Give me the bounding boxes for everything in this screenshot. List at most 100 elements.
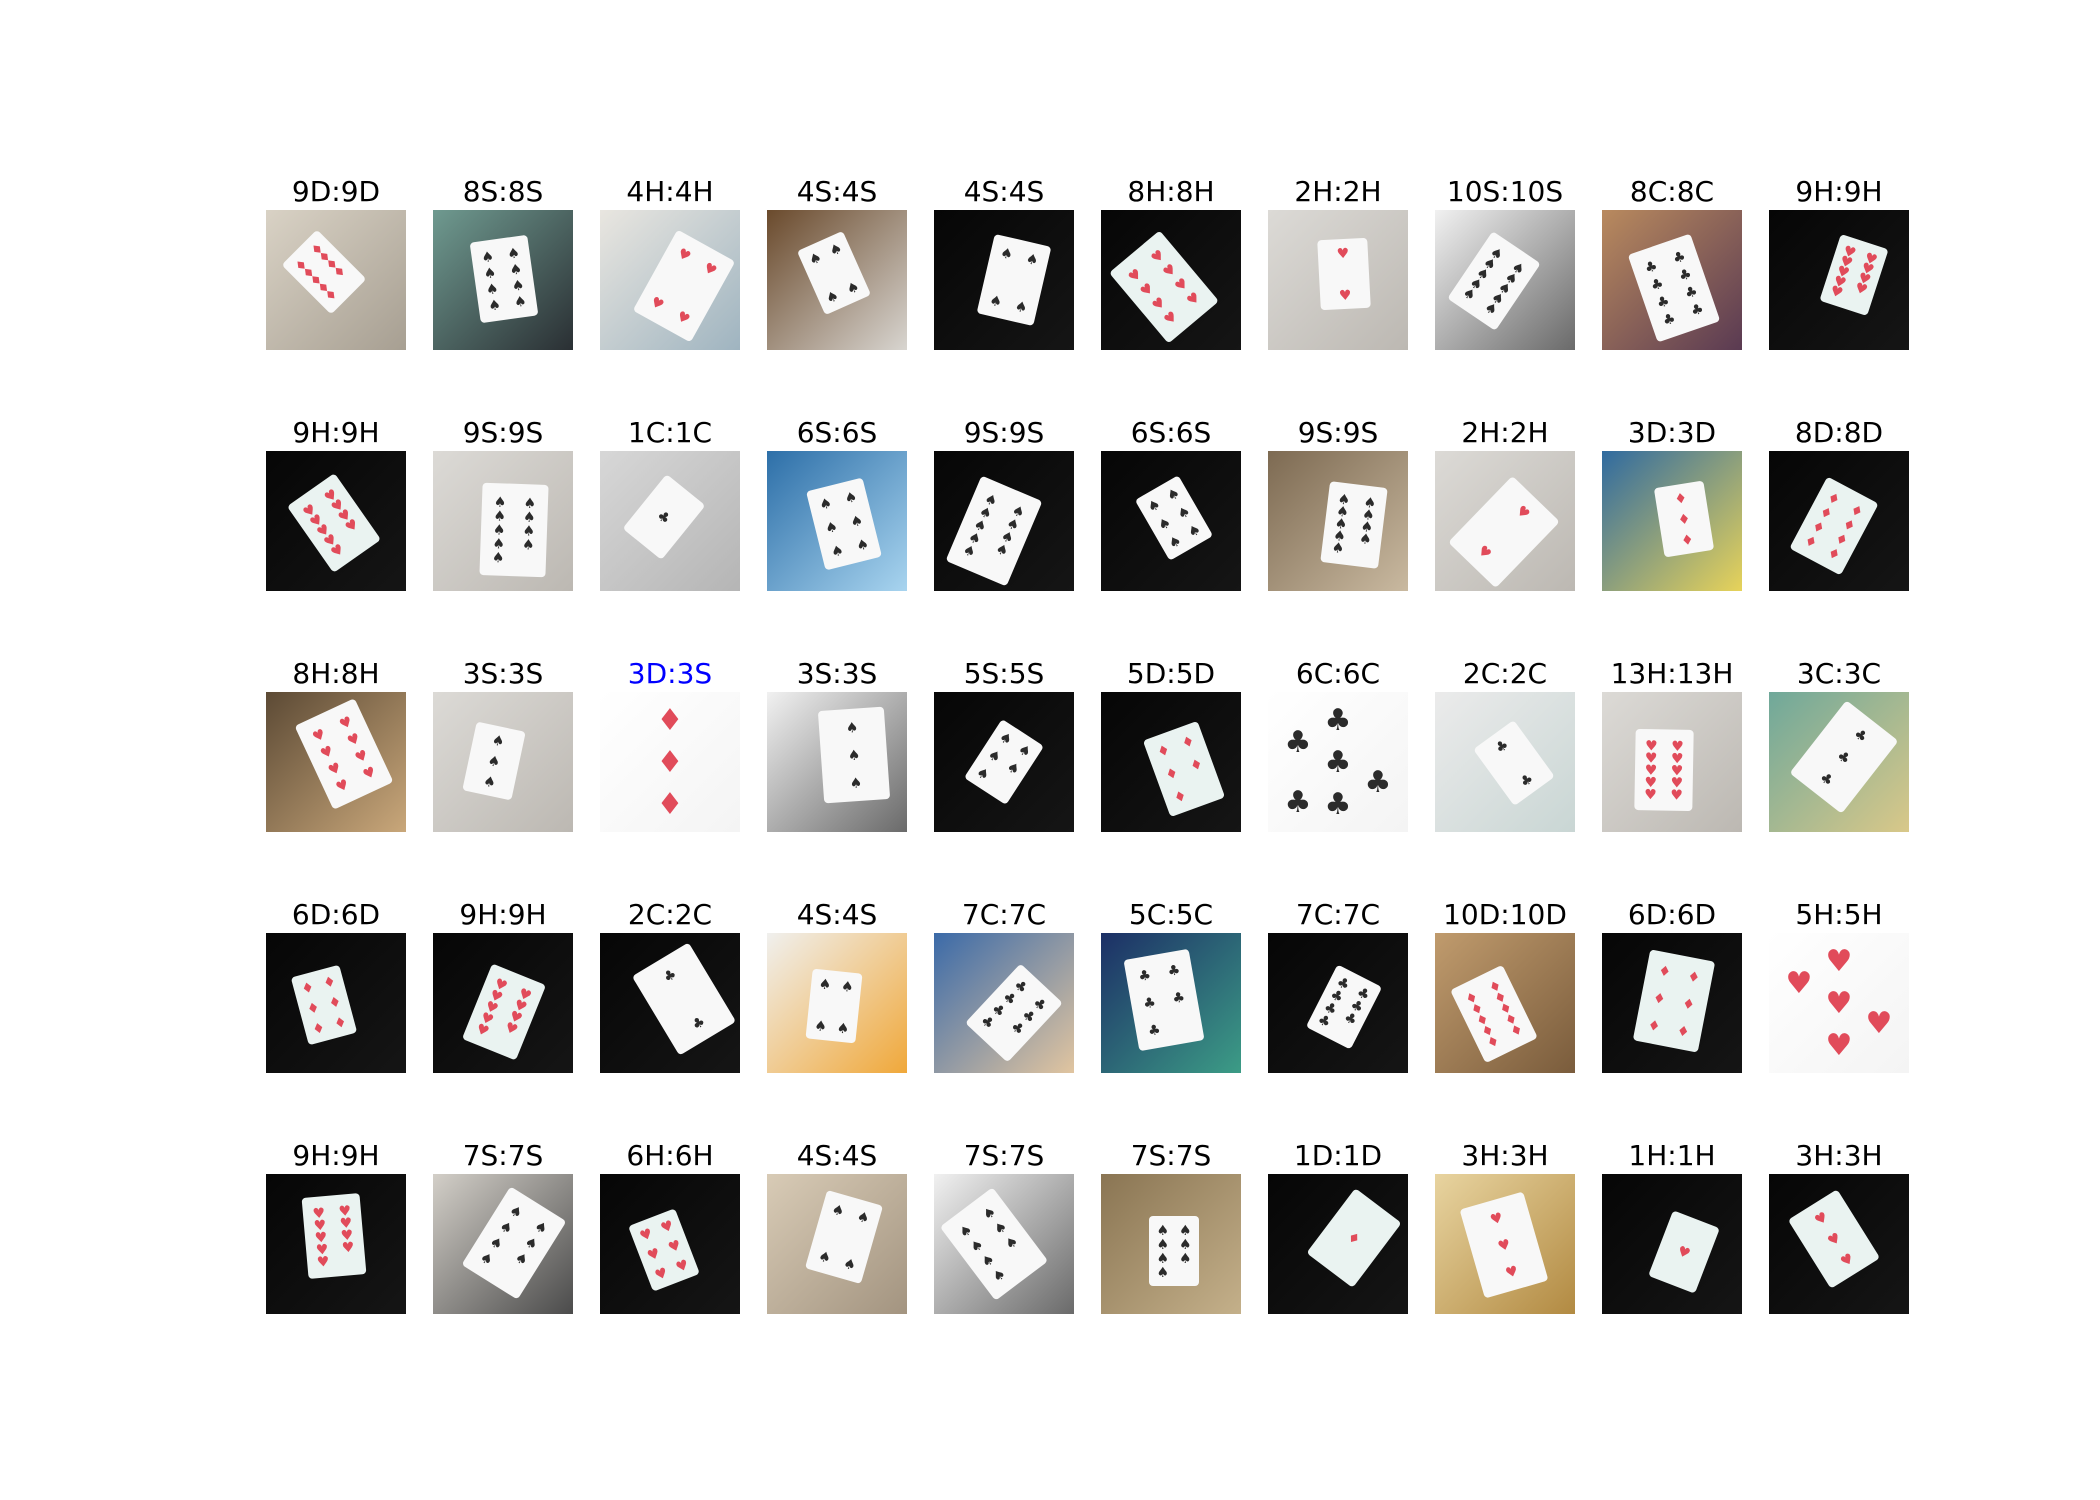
playing-card: ♦♦♦♦♦♦♦♦♦♦ bbox=[1451, 966, 1537, 1062]
svg-text:♣: ♣ bbox=[1643, 258, 1660, 277]
card-photo: ♥ ♥ ♥ ♥ ♥ ♥ ♥ ♥ ♥ bbox=[1769, 210, 1909, 350]
svg-text:♠: ♠ bbox=[483, 265, 498, 283]
svg-text:♠: ♠ bbox=[1361, 507, 1375, 524]
svg-text:♥: ♥ bbox=[1670, 787, 1683, 803]
playing-card: ♠♠♠♠♠♠♠♠♠ bbox=[479, 482, 549, 578]
playing-card: ♥ ♥♥ ♥♥ ♥♥ ♥♥ ♥ bbox=[1634, 728, 1694, 812]
svg-text:♥: ♥ bbox=[638, 1226, 655, 1245]
photo-background bbox=[600, 692, 740, 832]
svg-text:♥: ♥ bbox=[1645, 738, 1658, 754]
card-photo: ♣ ♣ ♣ ♣ ♣ bbox=[1101, 933, 1241, 1073]
prediction-label: 9H:9H bbox=[459, 898, 547, 931]
svg-text:♥: ♥ bbox=[511, 997, 529, 1017]
card-photo: ♠ ♠ ♠ ♠ ♠ ♠ ♠ ♠ ♠ bbox=[433, 451, 573, 591]
svg-text:♠: ♠ bbox=[818, 976, 832, 993]
svg-text:♠: ♠ bbox=[480, 249, 495, 267]
svg-text:♦: ♦ bbox=[327, 994, 343, 1013]
svg-text:♥: ♥ bbox=[502, 1019, 520, 1039]
card-photo: ♦ bbox=[1268, 1174, 1408, 1314]
svg-text:♣: ♣ bbox=[1137, 967, 1152, 985]
svg-text:♠: ♠ bbox=[807, 249, 825, 269]
playing-card: ♦ bbox=[1308, 1189, 1400, 1287]
svg-text:♥: ♥ bbox=[361, 764, 379, 784]
playing-card: ♥ bbox=[1649, 1211, 1719, 1293]
prediction-label: 6H:6H bbox=[626, 1139, 714, 1172]
svg-text:♠: ♠ bbox=[1156, 1265, 1169, 1281]
suit-pip: ♣ bbox=[1285, 785, 1312, 820]
prediction-label: 2C:2C bbox=[1462, 657, 1548, 690]
suit-pip: ♣ bbox=[1365, 765, 1392, 800]
prediction-label: 3C:3C bbox=[1796, 657, 1882, 690]
svg-text:♠: ♠ bbox=[492, 536, 505, 552]
svg-text:♥: ♥ bbox=[1841, 243, 1858, 262]
prediction-label: 5C:5C bbox=[1128, 898, 1214, 931]
svg-text:♠: ♠ bbox=[818, 495, 834, 514]
playing-card: ♠♠♠♠♠♠♠ bbox=[463, 1187, 565, 1299]
playing-card: ♠♠♠♠♠♠ bbox=[806, 478, 882, 570]
card-photo: ♣ ♣ bbox=[600, 933, 740, 1073]
playing-card: ♣♣♣ bbox=[1791, 701, 1897, 813]
suit-pip: ♣ bbox=[1285, 725, 1312, 760]
svg-text:♠: ♠ bbox=[511, 277, 526, 295]
svg-text:♣: ♣ bbox=[1171, 989, 1186, 1007]
prediction-label: 5H:5H bbox=[1795, 898, 1883, 931]
playing-card: ♠♠♠♠♠♠♠♠♠♠ bbox=[1448, 232, 1540, 330]
svg-text:♦: ♦ bbox=[1675, 1023, 1690, 1041]
svg-text:♦: ♦ bbox=[1486, 977, 1504, 997]
playing-card: ♥♥♥♥♥♥♥♥♥ bbox=[301, 1193, 367, 1279]
svg-text:♥: ♥ bbox=[312, 1205, 326, 1222]
svg-text:♠: ♠ bbox=[487, 297, 502, 315]
prediction-label: 6S:6S bbox=[1130, 416, 1212, 449]
svg-text:♠: ♠ bbox=[824, 288, 842, 308]
svg-text:♦: ♦ bbox=[1686, 969, 1701, 987]
playing-card: ♣♣♣♣♣♣♣ bbox=[1307, 965, 1381, 1049]
svg-text:♥: ♥ bbox=[1671, 751, 1684, 767]
suit-pip: ♦ bbox=[657, 703, 684, 738]
prediction-label: 7S:7S bbox=[963, 1139, 1045, 1172]
card-photo: ♠ ♠ ♠ ♠ ♠ ♠ ♠ ♠ ♠ bbox=[934, 451, 1074, 591]
playing-card: ♦ ♦♦ ♦♦ bbox=[1143, 722, 1225, 816]
svg-text:♣: ♣ bbox=[1147, 1022, 1162, 1040]
svg-text:♠: ♠ bbox=[988, 293, 1004, 311]
svg-text:♦: ♦ bbox=[1652, 990, 1667, 1008]
svg-text:♣: ♣ bbox=[1671, 248, 1688, 267]
prediction-label: 5S:5S bbox=[963, 657, 1045, 690]
svg-text:♥: ♥ bbox=[1853, 280, 1870, 299]
prediction-label: 6D:6D bbox=[291, 898, 381, 931]
photo-background bbox=[1268, 692, 1408, 832]
svg-text:♠: ♠ bbox=[1334, 516, 1348, 533]
playing-card: ♥ ♥♥ ♥♥ ♥ bbox=[629, 1209, 699, 1291]
svg-text:♥: ♥ bbox=[339, 1215, 353, 1232]
card-photo: ♠ ♠ ♠ ♠ ♠ ♠ ♠ bbox=[934, 1174, 1074, 1314]
card-photo: ♥ ♥ ♥ ♥ ♥ ♥ bbox=[600, 1174, 740, 1314]
prediction-label: 6S:6S bbox=[796, 416, 878, 449]
svg-text:♠: ♠ bbox=[824, 519, 840, 538]
svg-text:♠: ♠ bbox=[1156, 1251, 1169, 1267]
card-photo: ♥ ♥ ♥ bbox=[1769, 1174, 1909, 1314]
card-photo: ♠ ♠ ♠ ♠ bbox=[767, 1174, 907, 1314]
svg-text:♦: ♦ bbox=[1492, 988, 1510, 1008]
svg-text:♥: ♥ bbox=[1338, 288, 1351, 305]
prediction-label: 9D:9D bbox=[291, 175, 381, 208]
card-photo: ♦ ♦ ♦ ♦ ♦ ♦ ♦ ♦ ♦ bbox=[266, 210, 406, 350]
svg-text:♥: ♥ bbox=[345, 730, 363, 750]
svg-text:♥: ♥ bbox=[353, 747, 371, 767]
prediction-label: 8H:8H bbox=[1127, 175, 1215, 208]
prediction-label: 10S:10S bbox=[1446, 175, 1564, 208]
svg-text:♥: ♥ bbox=[315, 1242, 329, 1259]
svg-text:♥: ♥ bbox=[483, 998, 501, 1018]
card-photo: ♠ ♠ ♠ ♠ ♠ ♠ bbox=[1101, 451, 1241, 591]
suit-pip: ♣ bbox=[1325, 745, 1352, 780]
svg-text:♦: ♦ bbox=[1681, 996, 1696, 1014]
suit-pip: ♥ bbox=[1866, 1006, 1893, 1041]
svg-text:♦: ♦ bbox=[1673, 490, 1688, 508]
playing-card: ♦♦♦♦♦♦♦♦♦ bbox=[283, 231, 365, 313]
svg-text:♣: ♣ bbox=[1655, 293, 1672, 312]
svg-text:♥: ♥ bbox=[1671, 763, 1684, 779]
svg-text:♥: ♥ bbox=[1336, 246, 1349, 263]
svg-text:♠: ♠ bbox=[493, 522, 506, 538]
svg-text:♠: ♠ bbox=[522, 537, 535, 553]
prediction-label: 7C:7C bbox=[961, 898, 1047, 931]
svg-text:♥: ♥ bbox=[1496, 1237, 1512, 1256]
prediction-label: 9S:9S bbox=[963, 416, 1045, 449]
